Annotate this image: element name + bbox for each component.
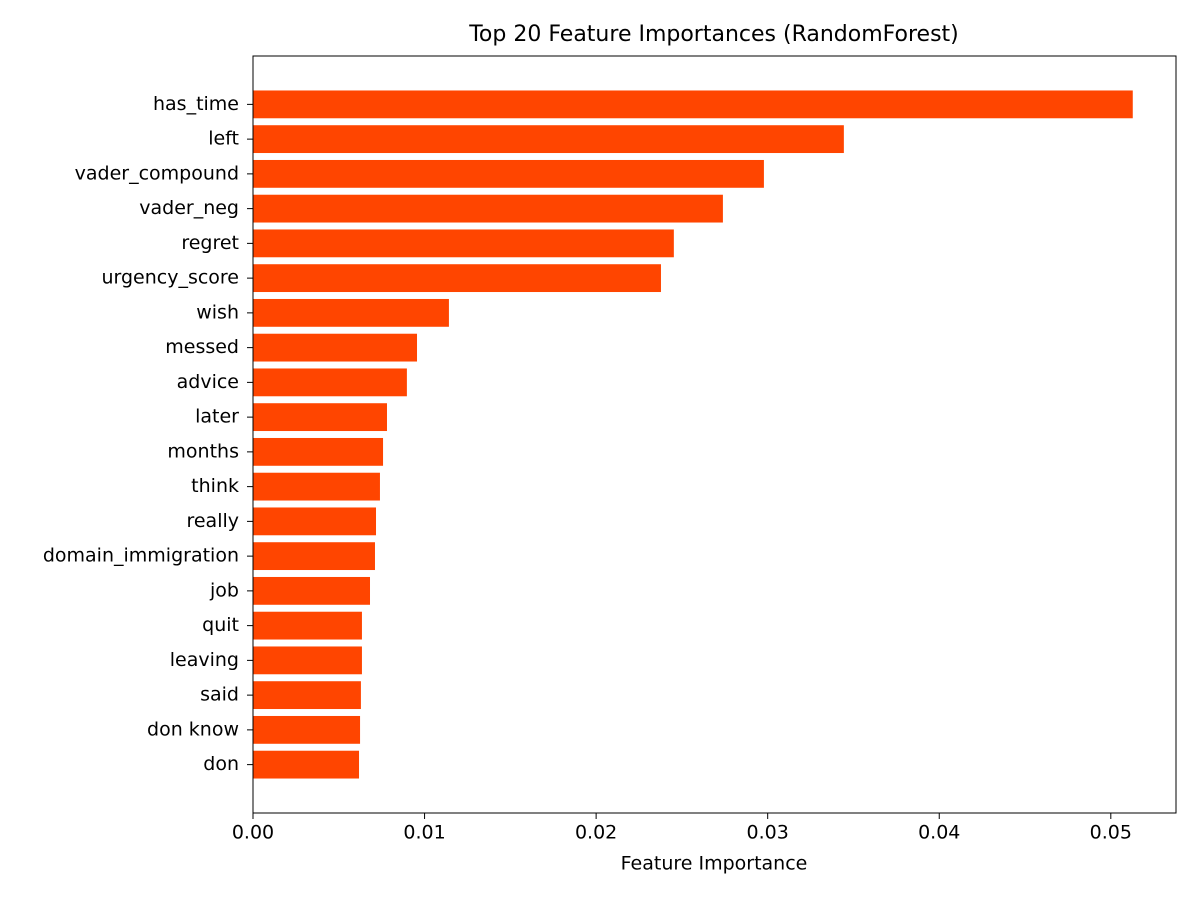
bar <box>253 611 362 640</box>
bar <box>253 90 1133 119</box>
bar <box>253 403 387 432</box>
y-tick-label: vader_neg <box>139 197 239 219</box>
x-tick-label: 0.00 <box>232 822 274 844</box>
bar <box>253 264 661 293</box>
bar <box>253 750 360 779</box>
bar <box>253 333 418 362</box>
bar <box>253 159 764 188</box>
y-tick-label: later <box>195 406 239 428</box>
x-tick-label: 0.05 <box>1090 822 1132 844</box>
plot-frame <box>252 55 1177 814</box>
y-tick-label: think <box>191 475 239 497</box>
y-tick-label: regret <box>181 232 239 254</box>
bar <box>253 542 375 571</box>
bar <box>253 472 380 501</box>
bar <box>253 507 377 536</box>
y-tick-label: quit <box>202 614 239 636</box>
y-tick-label: domain_immigration <box>43 545 239 567</box>
y-tick-label: don <box>203 753 239 775</box>
bar <box>253 437 384 466</box>
y-tick-label: messed <box>165 336 239 358</box>
bar <box>253 125 844 154</box>
y-tick-label: has_time <box>153 93 239 115</box>
x-tick-label: 0.04 <box>918 822 960 844</box>
y-tick-label: vader_compound <box>75 162 239 184</box>
bar <box>253 681 361 710</box>
bar <box>253 368 407 397</box>
x-axis-label: Feature Importance <box>621 853 808 875</box>
y-tick-label: said <box>200 684 239 706</box>
x-tick-label: 0.02 <box>575 822 617 844</box>
bar <box>253 715 361 744</box>
x-tick-label: 0.01 <box>403 822 445 844</box>
y-tick-label: left <box>208 128 239 150</box>
y-tick-label: advice <box>177 371 239 393</box>
y-tick-label: urgency_score <box>101 267 239 289</box>
y-tick-label: leaving <box>170 649 239 671</box>
y-tick-label: really <box>186 510 239 532</box>
y-tick-label: job <box>209 579 239 601</box>
chart-title: Top 20 Feature Importances (RandomForest… <box>468 22 959 47</box>
x-tick-label: 0.03 <box>747 822 789 844</box>
bar <box>253 229 674 258</box>
y-tick-label: wish <box>196 301 239 323</box>
bar <box>253 298 449 327</box>
bar <box>253 576 371 605</box>
y-tick-label: months <box>167 440 239 462</box>
y-tick-label: don know <box>147 718 239 740</box>
bar <box>253 646 362 675</box>
bar <box>253 194 723 223</box>
